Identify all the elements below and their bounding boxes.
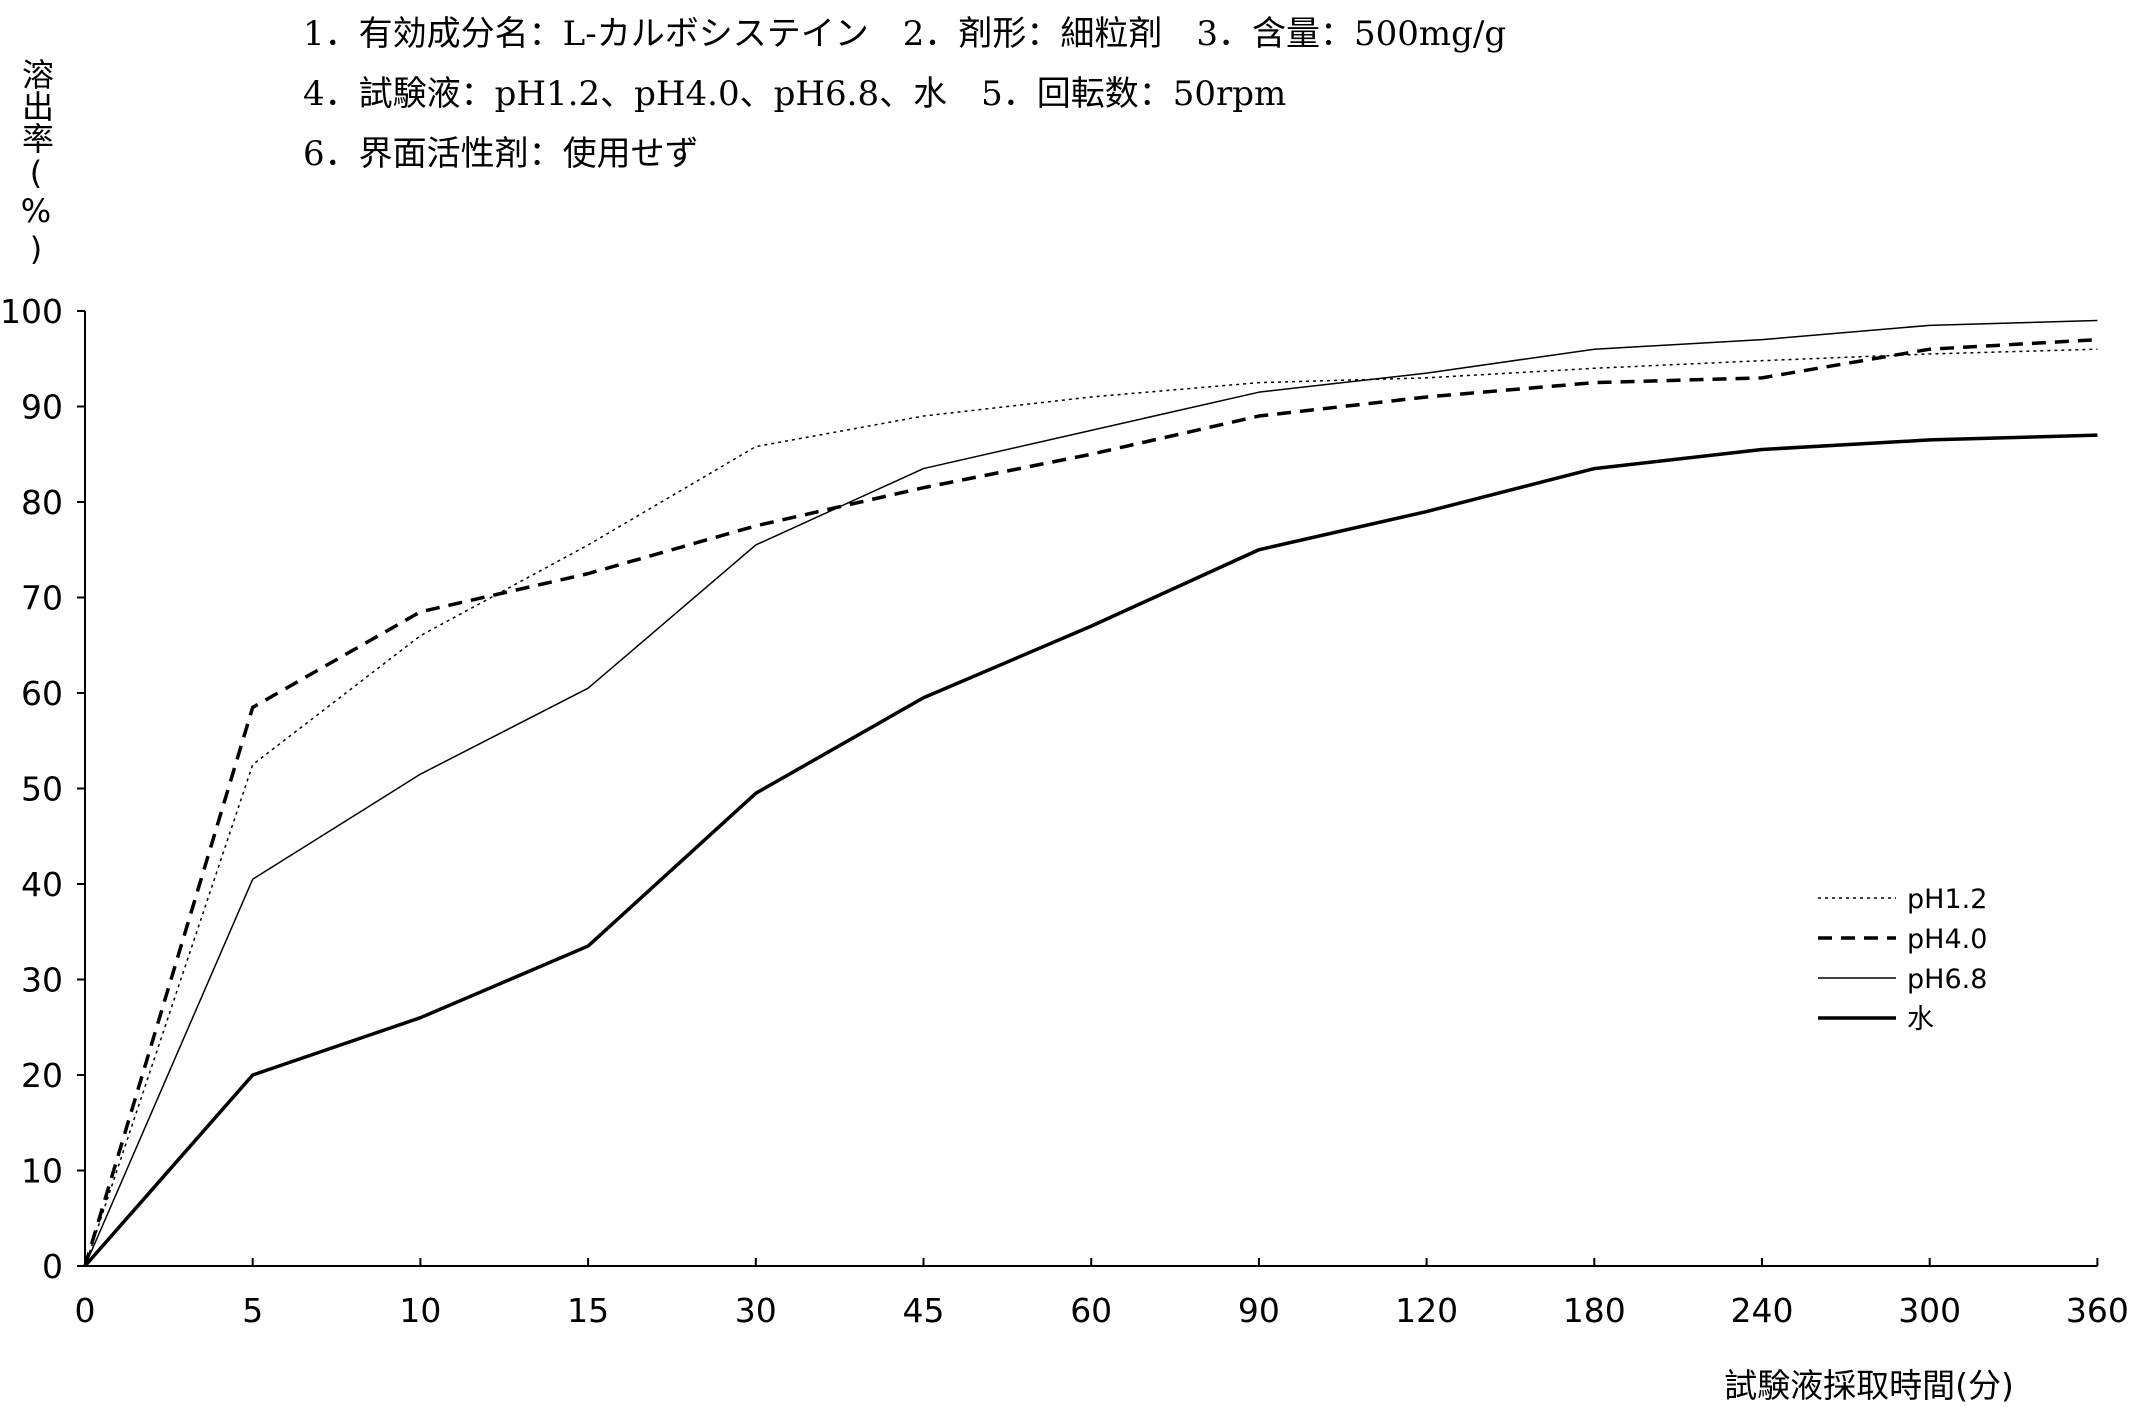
- series-line-水: [83, 433, 2098, 1268]
- legend-label: 水: [1907, 1004, 1934, 1035]
- x-tick-label: 90: [1238, 1291, 1280, 1330]
- header-line-1: 1．有効成分名：L-カルボシステイン 2．剤形：細粒剤 3．含量：500mg/g: [303, 14, 1507, 54]
- x-tick-label: 240: [1731, 1291, 1794, 1330]
- x-tick-label: 15: [567, 1291, 609, 1330]
- series-line-pH1.2: [84, 348, 2098, 1267]
- y-axis-label: 溶出率(%): [17, 58, 55, 268]
- y-tick-label: 0: [42, 1247, 63, 1286]
- header-line-3: 6．界面活性剤：使用せず: [303, 134, 699, 174]
- y-tick-label: 70: [21, 579, 63, 618]
- y-tick-label: 50: [21, 770, 63, 809]
- y-tick-label: 10: [21, 1152, 63, 1191]
- y-tick-label: 100: [0, 292, 63, 331]
- y-tick-label: 30: [21, 961, 63, 1000]
- legend-label: pH4.0: [1907, 924, 1987, 955]
- x-tick-label: 5: [242, 1291, 263, 1330]
- y-tick-label: 90: [21, 388, 63, 427]
- x-tick-label: 10: [399, 1291, 441, 1330]
- x-tick-label: 300: [1898, 1291, 1961, 1330]
- x-tick-label: 360: [2066, 1291, 2129, 1330]
- y-tick-label: 60: [21, 674, 63, 713]
- x-axis-label: 試験液採取時間(分): [1724, 1366, 2014, 1405]
- y-tick-label: 20: [21, 1056, 63, 1095]
- header-line-2: 4．試験液：pH1.2、pH4.0、pH6.8、水 5．回転数：50rpm: [303, 74, 1287, 114]
- series-line-pH4.0: [83, 337, 2098, 1267]
- y-tick-label: 80: [21, 483, 63, 522]
- x-tick-label: 45: [903, 1291, 945, 1330]
- x-tick-label: 30: [735, 1291, 777, 1330]
- series-line-pH6.8: [84, 319, 2098, 1267]
- x-tick-label: 120: [1395, 1291, 1458, 1330]
- x-tick-label: 60: [1070, 1291, 1112, 1330]
- x-tick-label: 180: [1563, 1291, 1626, 1330]
- x-tick-label: 0: [75, 1291, 96, 1330]
- legend-label: pH1.2: [1907, 884, 1987, 915]
- legend-label: pH6.8: [1907, 964, 1987, 995]
- y-tick-label: 40: [21, 865, 63, 904]
